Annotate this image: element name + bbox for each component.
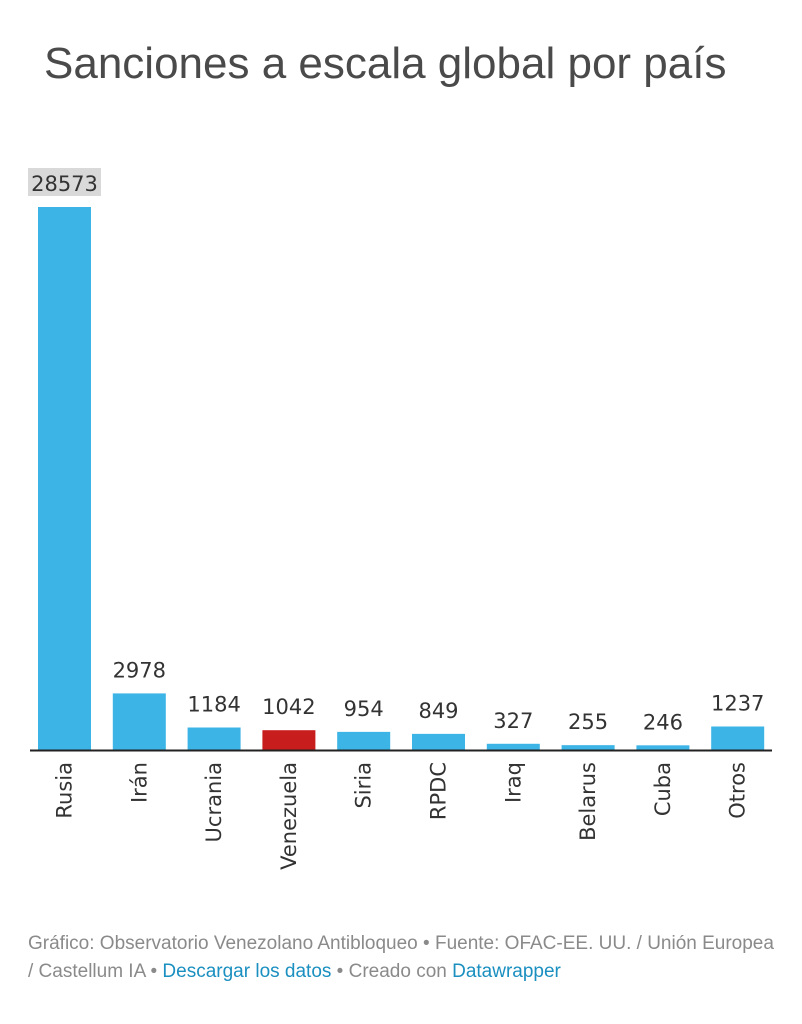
bar-rusia (38, 207, 91, 750)
value-label-siria: 954 (344, 697, 384, 721)
bar-chart: 28573 Rusia 2978 Irán 1184 Ucrania 1042 Venezue… (28, 168, 772, 870)
datawrapper-link[interactable]: Datawrapper (452, 961, 561, 982)
category-label-venezuela: Venezuela (277, 762, 301, 870)
category-label-irán: Irán (127, 762, 151, 803)
bar-rpdc (412, 733, 465, 750)
category-label-iraq: Iraq (501, 762, 525, 803)
bar-siria (337, 731, 391, 750)
value-label-cuba: 246 (643, 710, 683, 734)
value-label-irán: 2978 (113, 658, 166, 682)
bar-cuba (636, 745, 690, 750)
value-label-ucrania: 1184 (187, 692, 240, 716)
bar-irán (112, 693, 166, 750)
value-label-venezuela: 1042 (262, 695, 315, 719)
chart-title: Sanciones a escala global por país (44, 39, 727, 88)
bar-otros (711, 726, 765, 750)
download-data-link[interactable]: Descargar los datos (162, 961, 332, 982)
value-label-rpdc: 849 (418, 699, 458, 723)
value-label-iraq: 327 (493, 709, 533, 733)
category-label-belarus: Belarus (576, 762, 600, 841)
footer-created-with: • Creado con (331, 961, 453, 982)
bar-ucrania (187, 727, 241, 750)
category-label-rpdc: RPDC (427, 762, 451, 820)
value-label-rusia: 28573 (31, 172, 98, 196)
value-label-belarus: 255 (568, 710, 608, 734)
category-label-ucrania: Ucrania (202, 762, 226, 842)
bar-venezuela (262, 730, 316, 750)
bar-iraq (486, 743, 540, 750)
category-label-siria: Siria (352, 762, 376, 809)
value-label-highlight (28, 168, 101, 196)
category-label-rusia: Rusia (53, 762, 77, 819)
category-label-otros: Otros (726, 762, 750, 819)
chart-footer: Gráfico: Observatorio Venezolano Antiblo… (28, 930, 780, 986)
footer-credit: Gráfico: Observatorio Venezolano Antiblo… (28, 933, 774, 982)
category-label-cuba: Cuba (651, 762, 675, 816)
bar-belarus (561, 745, 615, 750)
value-label-otros: 1237 (711, 691, 764, 715)
